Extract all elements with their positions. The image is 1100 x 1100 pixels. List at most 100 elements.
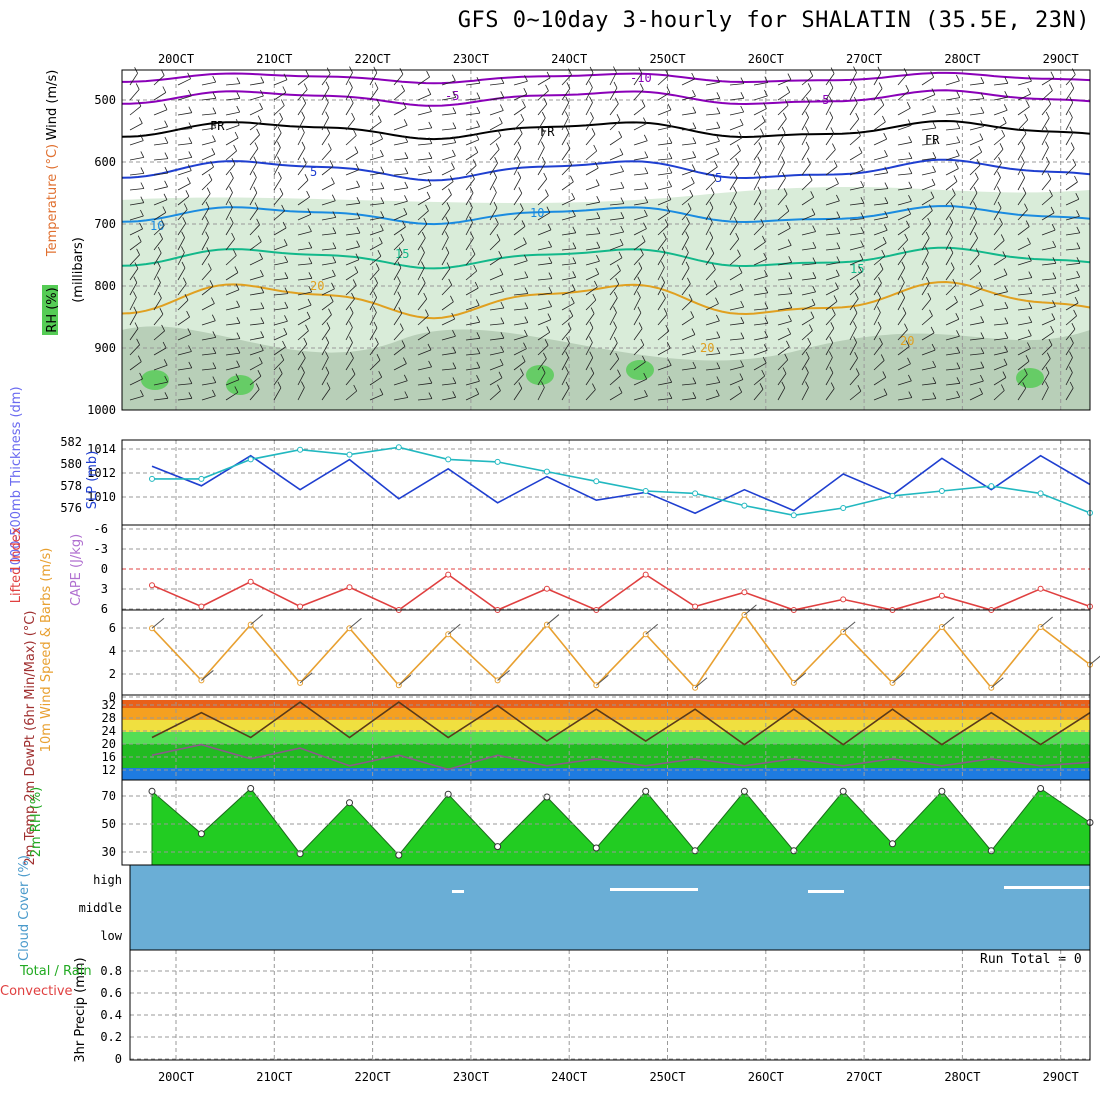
wind-barb [777, 333, 791, 341]
wind-barb [609, 103, 619, 116]
thickness-line-point [692, 490, 699, 497]
wind-barb [705, 337, 720, 341]
wind-barb [1017, 209, 1028, 221]
wind-barb [1065, 102, 1074, 116]
date-label-bottom: 20OCT [158, 1070, 194, 1084]
wind-barb-10m [151, 617, 165, 629]
wind-barb [465, 254, 476, 266]
wind-barb [129, 123, 143, 131]
wind-barb [825, 87, 834, 101]
wind-barb [657, 142, 672, 146]
wind-barb [297, 196, 310, 206]
wind-barb [537, 103, 548, 116]
wind-barb [777, 105, 789, 116]
wind-barb [585, 247, 600, 251]
wind-barb [393, 297, 402, 311]
wind-barb-flag [255, 383, 260, 390]
wind-barb [369, 138, 383, 146]
wind-barb-flag [1052, 272, 1057, 279]
wind-barb-flag [496, 234, 501, 241]
wind-barb [393, 157, 408, 161]
wind-barb-flag [565, 351, 569, 358]
wind-barb [681, 283, 691, 296]
wind-barb [465, 270, 477, 281]
wind-barb-flag [739, 373, 744, 380]
wind-barb [273, 293, 288, 296]
wind-barb [297, 103, 307, 116]
wind-barb [129, 215, 144, 221]
wind-barb [273, 227, 287, 236]
wind-barb-flag [932, 137, 937, 144]
wind-barb [225, 366, 240, 371]
wind-barb-flag [758, 202, 763, 209]
wind-barb [1041, 344, 1053, 356]
wind-barb [1017, 93, 1031, 101]
wind-barb [1065, 164, 1077, 176]
wind-barb [753, 362, 767, 371]
wind-barb [897, 200, 912, 206]
wind-barb [705, 207, 714, 221]
wind-barb [417, 382, 432, 386]
wind-barb-flag [376, 98, 380, 105]
wind-barb [801, 277, 816, 281]
wind-barb [657, 381, 672, 386]
wind-barb [993, 351, 1008, 356]
wind-barb-flag [663, 308, 668, 315]
wind-barb [1017, 260, 1032, 266]
wind-barb-flag [157, 246, 162, 254]
wind-barb-flag [956, 377, 961, 384]
wind-barb [921, 171, 936, 176]
wind-barb [441, 268, 451, 281]
wind-barb-flag [980, 347, 985, 354]
wind-barb-flag [401, 84, 405, 92]
wind-barb-flag [427, 178, 432, 186]
wind-barb-flag [692, 106, 697, 113]
wind-barb-flag [644, 196, 649, 203]
wind-barb-flag [786, 340, 790, 347]
wind-barb [897, 213, 911, 221]
wind-barb-flag [403, 208, 408, 215]
wind-barb-flag [428, 165, 433, 173]
wind-barb-flag [325, 351, 329, 358]
wind-barb-flag [1050, 325, 1054, 333]
wind-barb [201, 153, 215, 161]
wind-barb [273, 387, 282, 401]
wind-barb-flag [879, 337, 883, 345]
wind-barb [489, 162, 498, 176]
pressure-tick: 500 [94, 93, 116, 107]
wind-barb [609, 136, 622, 146]
wind-barb [825, 117, 834, 131]
wind-barb-flag [954, 295, 958, 303]
wind-barb-flag [1069, 126, 1074, 133]
wind-barb-flag [446, 262, 451, 269]
wind-barb-flag [1028, 254, 1032, 262]
wind-barb-flag [235, 373, 240, 380]
wind-barb-flag [445, 216, 450, 223]
wind-barb [657, 75, 669, 86]
wind-barb-flag [572, 242, 577, 249]
wind-barb-flag [836, 227, 841, 234]
wind-barb-flag [594, 161, 599, 169]
wind-barb-flag [572, 210, 576, 217]
wind-barb-flag [541, 381, 545, 388]
wind-barb-flag [517, 171, 522, 178]
wind-barb-flag [980, 77, 985, 84]
wind-barb-flag [281, 204, 285, 212]
wind-barb [321, 388, 331, 401]
wind-barb [249, 148, 259, 161]
wind-barb [273, 307, 288, 311]
wind-barb-flag [234, 386, 239, 393]
wind-barb [297, 343, 308, 356]
wind-barb-flag [860, 226, 865, 234]
wind-barb-flag [134, 262, 139, 269]
wind-barb [825, 357, 833, 371]
wind-barb [825, 342, 834, 356]
wind-barb-flag [709, 201, 714, 208]
wind-barb [873, 229, 888, 236]
wind-barb-flag [590, 112, 594, 119]
wind-barb-flag [641, 235, 646, 242]
wind-barb [129, 254, 140, 266]
wind-barb-flag [616, 114, 621, 121]
wind-barb [297, 330, 309, 341]
wind-barb-flag [806, 97, 810, 104]
